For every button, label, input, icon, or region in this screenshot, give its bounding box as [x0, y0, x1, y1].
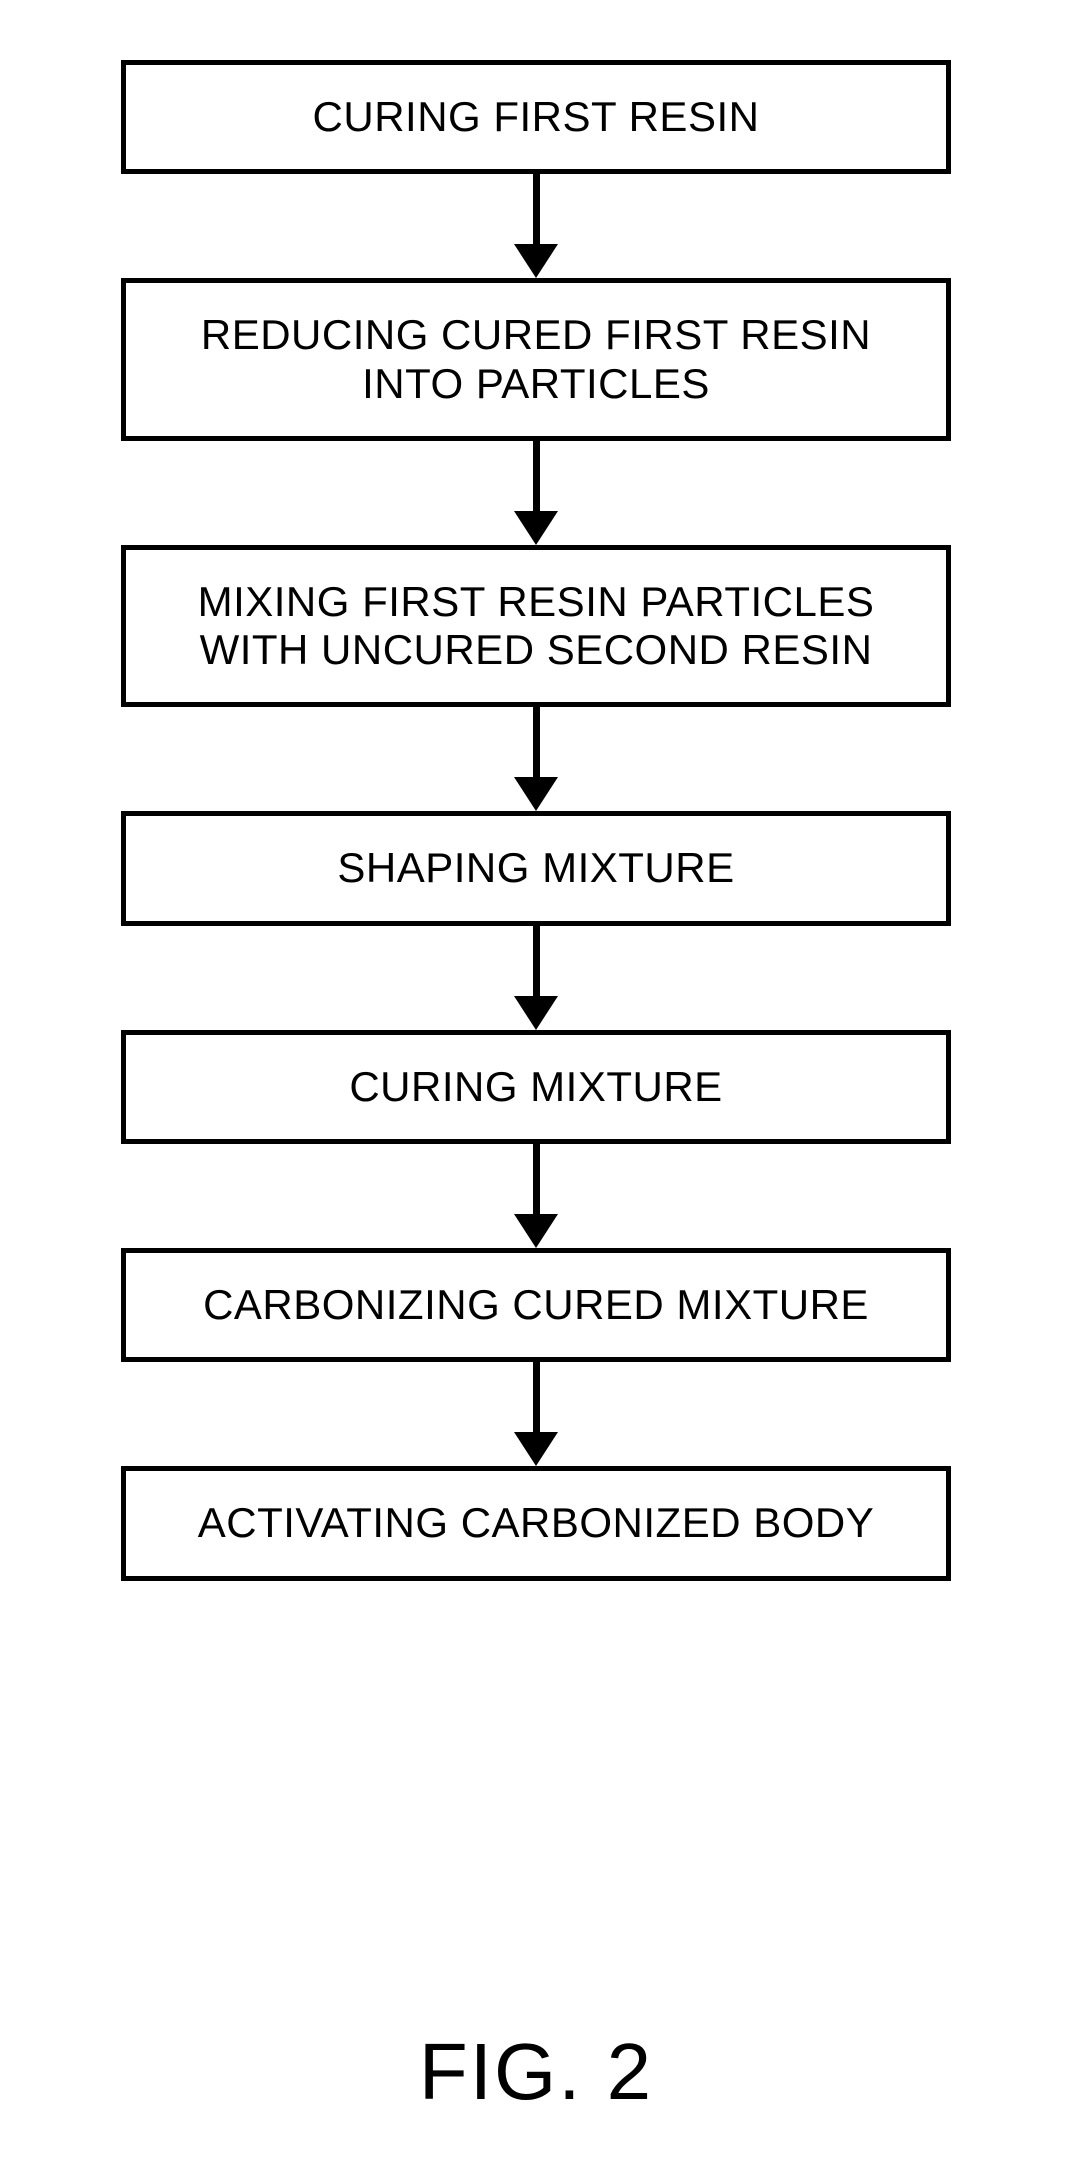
flow-box-5: CARBONIZING CURED MIXTURE — [121, 1248, 951, 1362]
flow-box-1: REDUCING CURED FIRST RESIN INTO PARTICLE… — [121, 278, 951, 441]
flow-box-6: ACTIVATING CARBONIZED BODY — [121, 1466, 951, 1580]
flow-box-0: CURING FIRST RESIN — [121, 60, 951, 174]
figure-caption: FIG. 2 — [419, 2026, 653, 2118]
flow-arrow-4 — [514, 1144, 558, 1248]
flow-box-4: CURING MIXTURE — [121, 1030, 951, 1144]
flow-box-2: MIXING FIRST RESIN PARTICLES WITH UNCURE… — [121, 545, 951, 708]
flow-arrow-3 — [514, 926, 558, 1030]
flow-box-3: SHAPING MIXTURE — [121, 811, 951, 925]
flow-arrow-1 — [514, 441, 558, 545]
flow-arrow-5 — [514, 1362, 558, 1466]
flow-arrow-2 — [514, 707, 558, 811]
flowchart-container: CURING FIRST RESIN REDUCING CURED FIRST R… — [121, 60, 951, 1581]
flow-arrow-0 — [514, 174, 558, 278]
